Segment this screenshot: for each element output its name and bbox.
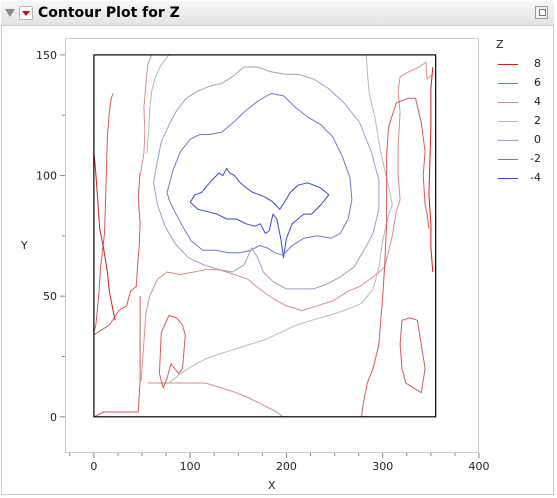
- contour-line-8-16: [428, 66, 434, 273]
- contour-line-6-9: [93, 93, 114, 333]
- legend-label: 0: [534, 133, 541, 146]
- legend-swatch: [498, 64, 518, 65]
- legend-swatch: [498, 159, 518, 160]
- x-axis-label: X: [268, 479, 276, 492]
- legend-item[interactable]: 6: [496, 76, 546, 95]
- legend-label: 4: [534, 95, 541, 108]
- legend-title: Z: [496, 38, 504, 51]
- contour-line-6-11: [93, 296, 141, 418]
- graph-frame: [65, 38, 479, 453]
- legend-item[interactable]: -4: [496, 171, 546, 190]
- report-title: Contour Plot for Z: [38, 5, 180, 21]
- legend-items: 8 6 4 2 0 -2 -4: [496, 57, 546, 190]
- legend-item[interactable]: 8: [496, 57, 546, 76]
- contour-line-neg4-0: [189, 167, 330, 259]
- x-tick-label: 400: [469, 460, 490, 473]
- contour-line-6-13: [399, 317, 426, 394]
- contour-line-6-10: [93, 173, 141, 336]
- legend-swatch: [498, 140, 518, 141]
- legend-item[interactable]: 4: [496, 95, 546, 114]
- legend-label: -2: [530, 152, 541, 165]
- contour-line-6-12: [158, 315, 186, 389]
- legend-swatch: [498, 83, 518, 84]
- legend-swatch: [498, 102, 518, 103]
- y-tick-label: 50: [43, 290, 57, 303]
- y-tick-label: 100: [36, 170, 57, 183]
- x-tick-label: 300: [372, 460, 393, 473]
- legend-item[interactable]: 0: [496, 133, 546, 152]
- contour-line-4-7: [140, 61, 434, 381]
- data-extent-border: [93, 54, 437, 418]
- contour-line-4-8: [147, 382, 283, 418]
- legend-label: 2: [534, 114, 541, 127]
- y-tick-label: 150: [36, 49, 57, 62]
- legend: Z 8 6 4 2 0 -2 -4: [496, 38, 546, 190]
- contour-line-2-4: [168, 54, 393, 384]
- y-tick-label: 0: [50, 411, 57, 424]
- legend-swatch: [498, 121, 518, 122]
- legend-label: -4: [530, 171, 541, 184]
- y-axis-label: Y: [21, 238, 28, 252]
- red-triangle-menu-icon[interactable]: [19, 6, 33, 20]
- contour-line-0-2: [153, 66, 380, 290]
- legend-swatch: [498, 178, 518, 179]
- x-tick-label: 0: [90, 460, 97, 473]
- legend-item[interactable]: 2: [496, 114, 546, 133]
- contour-line-8-15: [93, 151, 116, 321]
- report-header: Contour Plot for Z: [1, 1, 554, 26]
- contour-line-6-14: [361, 97, 430, 417]
- contour-line-2-3: [146, 54, 170, 154]
- contour-line-neg2-1: [166, 93, 353, 256]
- pin-icon[interactable]: [535, 6, 548, 19]
- x-tick-label: 100: [180, 460, 201, 473]
- legend-label: 8: [534, 57, 541, 70]
- disclosure-triangle-icon[interactable]: [5, 9, 15, 17]
- x-tick-label: 200: [276, 460, 297, 473]
- legend-label: 6: [534, 76, 541, 89]
- contour-line-4-5: [139, 54, 153, 176]
- legend-item[interactable]: -2: [496, 152, 546, 171]
